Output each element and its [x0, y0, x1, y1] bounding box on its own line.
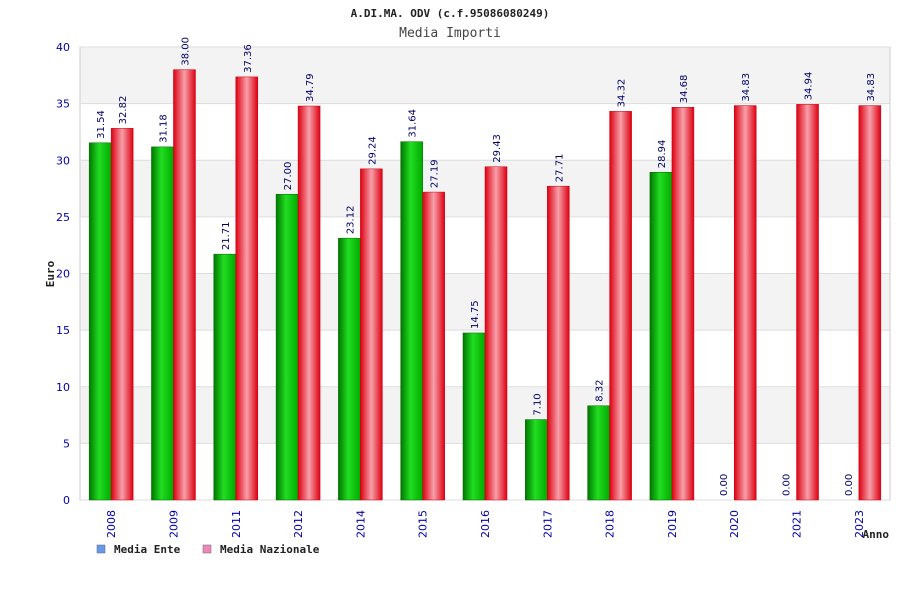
data-label-ente-2015: 31.64: [408, 109, 419, 138]
y-tick-label: 10: [56, 381, 70, 394]
bar-nazionale-2018: [609, 111, 632, 501]
bar-ente-2009: [151, 146, 174, 501]
data-label-nazionale-2018: 34.32: [617, 79, 628, 108]
x-tick-label-2014: 2014: [354, 510, 367, 538]
y-tick-label: 0: [63, 494, 70, 507]
data-label-ente-2021: 0.00: [782, 474, 793, 496]
data-label-ente-2017: 7.10: [532, 393, 543, 415]
data-label-nazionale-2020: 34.83: [741, 73, 752, 102]
bar-ente-2012: [275, 193, 299, 501]
y-tick-label: 40: [56, 41, 70, 54]
bar-nazionale-2020: [733, 105, 757, 501]
bar-nazionale-2014: [360, 168, 383, 501]
y-tick-label: 35: [56, 98, 70, 111]
x-tick-label-2017: 2017: [541, 510, 554, 538]
bar-ente-2014: [338, 237, 361, 501]
x-tick-label-2008: 2008: [105, 510, 118, 538]
data-labels: 31.54 32.82 31.18 38.00 21.71 37.36 27.00 34.79…: [96, 37, 877, 496]
data-label-nazionale-2012: 34.79: [305, 73, 316, 102]
data-label-ente-2020: 0.00: [719, 474, 730, 496]
y-tick-label: 20: [56, 268, 70, 281]
x-tick-label-2018: 2018: [604, 510, 617, 538]
data-label-ente-2019: 28.94: [657, 140, 668, 169]
x-tick-label-2015: 2015: [417, 510, 430, 538]
bar-ente-2019: [649, 172, 673, 501]
legend-swatch-ente: [96, 544, 106, 554]
data-label-nazionale-2011: 37.36: [243, 44, 254, 73]
bars: [88, 69, 882, 501]
legend: Media Ente Media Nazionale: [96, 543, 320, 556]
bar-nazionale-2017: [547, 185, 570, 501]
chart-subtitle: Media Importi: [399, 26, 501, 41]
bar-nazionale-2012: [297, 105, 321, 501]
bar-nazionale-2019: [671, 106, 695, 501]
data-label-nazionale-2016: 29.43: [492, 134, 503, 163]
data-label-ente-2012: 27.00: [283, 162, 294, 191]
x-tick-label-2019: 2019: [666, 510, 679, 538]
x-axis-ticks: 2008 2009 2011 2012 2014 2015 2016 2017 2018 2019…: [105, 510, 866, 538]
grid-band: [80, 47, 890, 104]
data-label-nazionale-2019: 34.68: [679, 75, 690, 104]
x-tick-label-2012: 2012: [292, 510, 305, 538]
bar-ente-2011: [213, 253, 237, 501]
x-tick-label-2009: 2009: [167, 510, 180, 538]
data-label-ente-2014: 23.12: [345, 206, 356, 235]
data-label-ente-2023: 0.00: [844, 474, 855, 496]
chart-title: A.DI.MA. ODV (c.f.95086080249): [351, 7, 550, 20]
x-tick-label-2016: 2016: [479, 510, 492, 538]
bar-ente-2015: [400, 141, 423, 501]
y-tick-label: 25: [56, 211, 70, 224]
data-label-ente-2018: 8.32: [595, 380, 606, 402]
bar-nazionale-2021: [796, 104, 819, 501]
data-label-ente-2008: 31.54: [96, 110, 107, 139]
x-tick-label-2023: 2023: [853, 510, 866, 538]
grid-band: [80, 103, 890, 161]
y-tick-label: 30: [56, 154, 70, 167]
bar-ente-2018: [587, 405, 610, 501]
bar-nazionale-2016: [484, 166, 508, 501]
data-label-ente-2011: 21.71: [221, 221, 232, 250]
legend-label-ente: Media Ente: [114, 543, 181, 556]
legend-swatch-nazionale: [202, 544, 212, 554]
y-tick-label: 15: [56, 324, 70, 337]
x-tick-label-2011: 2011: [230, 510, 243, 538]
data-label-nazionale-2023: 34.83: [866, 73, 877, 102]
bar-nazionale-2023: [858, 105, 882, 501]
bar-nazionale-2009: [173, 69, 196, 501]
data-label-nazionale-2017: 27.71: [554, 154, 565, 183]
x-tick-label-2020: 2020: [728, 510, 741, 538]
y-axis-label: Euro: [44, 260, 57, 287]
bar-ente-2008: [88, 142, 112, 501]
data-label-nazionale-2014: 29.24: [367, 136, 378, 165]
bar-nazionale-2015: [422, 191, 445, 501]
data-label-ente-2009: 31.18: [158, 114, 169, 143]
bar-ente-2016: [462, 332, 486, 501]
data-label-nazionale-2008: 32.82: [118, 96, 129, 125]
x-tick-label-2021: 2021: [791, 510, 804, 538]
bar-nazionale-2008: [110, 128, 134, 501]
x-axis-label: Anno: [863, 528, 890, 541]
data-label-nazionale-2021: 34.94: [804, 72, 815, 101]
y-tick-label: 5: [63, 437, 70, 450]
bar-nazionale-2011: [235, 76, 259, 501]
data-label-nazionale-2009: 38.00: [180, 37, 191, 66]
y-axis-ticks: 0 5 10 15 20 25 30 35 40: [56, 41, 70, 507]
data-label-ente-2016: 14.75: [470, 300, 481, 329]
data-label-nazionale-2015: 27.19: [430, 159, 441, 188]
legend-label-nazionale: Media Nazionale: [220, 543, 320, 556]
bar-ente-2017: [525, 419, 548, 501]
